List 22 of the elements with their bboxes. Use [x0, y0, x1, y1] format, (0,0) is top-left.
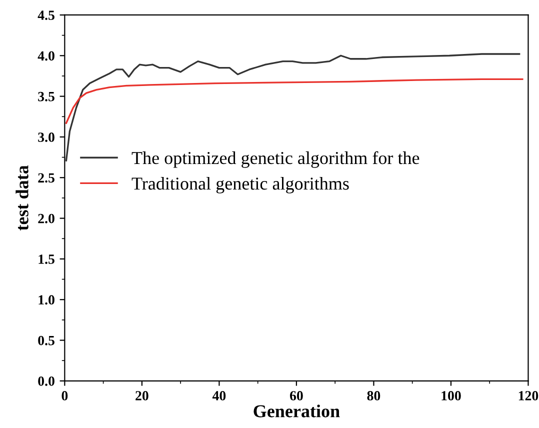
y-axis-title: test data: [16, 165, 28, 231]
legend-label: Traditional genetic algorithms: [132, 176, 349, 194]
x-tick-label: 100: [442, 391, 461, 400]
y-tick-label: 1.5: [38, 254, 54, 264]
y-tick-label: 1.0: [38, 295, 54, 305]
y-tick-label: 3.5: [38, 92, 54, 102]
x-tick-label: 20: [136, 391, 148, 400]
y-tick-label: 0.0: [38, 376, 54, 386]
y-tick-label: 3.0: [38, 132, 54, 142]
line-series: [65, 78, 524, 124]
y-tick-label: 4.5: [38, 10, 54, 20]
x-tick-label: 120: [518, 391, 538, 400]
y-tick-label: 4.0: [38, 51, 54, 61]
legend-label: The optimized genetic algorithm for the: [132, 151, 420, 168]
x-tick-label: 80: [367, 391, 380, 400]
y-tick-label: 2.5: [38, 173, 54, 183]
y-tick-label: 0.5: [38, 336, 54, 346]
x-tick-label: 0: [62, 391, 68, 400]
x-tick-label: 60: [290, 391, 303, 400]
x-tick-label: 40: [212, 391, 226, 400]
y-tick-label: 2.0: [38, 214, 54, 224]
x-axis-title: Generation: [254, 404, 340, 418]
